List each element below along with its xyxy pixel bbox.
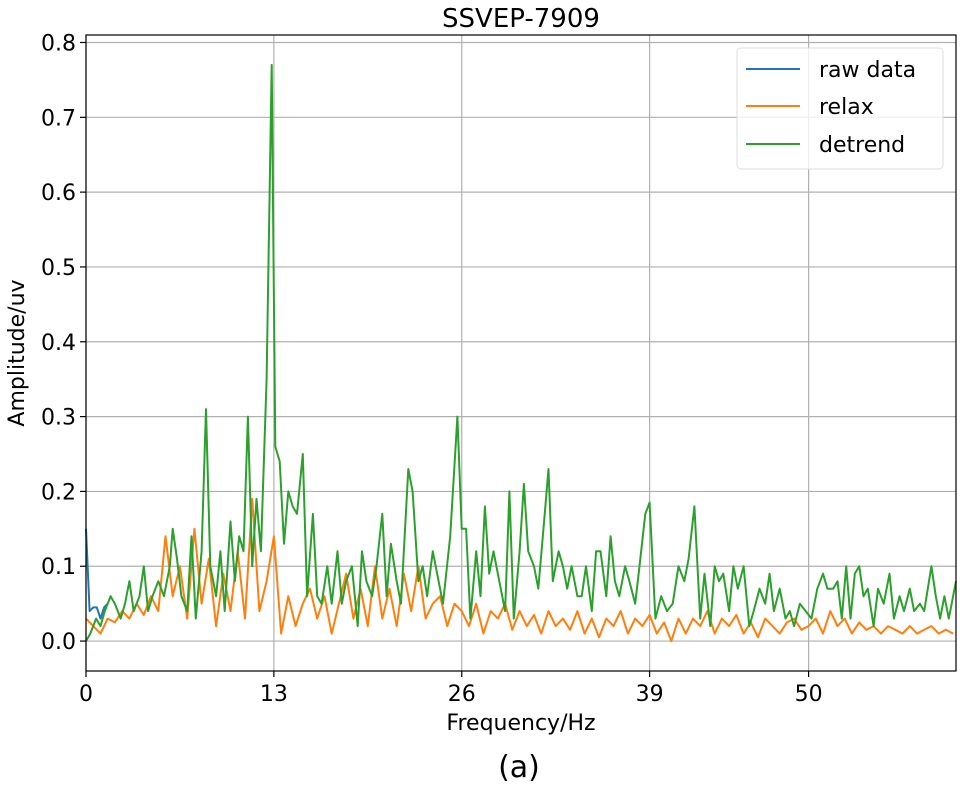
plot-frame [85,34,957,672]
y-tick-label: 0.8 [41,31,76,56]
legend-label-detrend: detrend [819,133,905,158]
y-tick-label: 0.1 [41,555,76,580]
y-tick-label: 0.7 [41,106,76,131]
y-tick-label: 0.3 [41,406,76,431]
y-tick-label: 0.6 [41,181,76,206]
series-line-relax [85,497,954,643]
y-axis-label: Amplitude/uv [5,279,30,426]
y-tick-label: 0.4 [41,331,76,356]
x-tick-label: 0 [79,682,93,707]
x-tick-label: 39 [636,682,664,707]
y-tick-label: 0.2 [41,480,76,505]
x-tick-label: 13 [260,682,288,707]
series-line-detrend [85,63,957,642]
ticks: 0 13 26 39 50 0.0 0.1 0.2 0.3 0.4 0.5 0.6 0.7 0.8 [41,31,823,707]
series-group [85,63,957,643]
legend-box [736,47,944,170]
x-tick-label: 50 [795,682,823,707]
x-tick-label: 26 [448,682,476,707]
y-tick-label: 0.5 [41,256,76,281]
figure-caption: (a) [498,750,540,785]
x-axis-label: Frequency/Hz [446,711,595,736]
chart-title: SSVEP-7909 [442,4,600,34]
series-line-raw-data [85,528,109,620]
legend: raw data relax detrend [736,47,944,170]
legend-label-relax: relax [819,95,874,120]
y-tick-label: 0.0 [41,630,76,655]
legend-label-raw-data: raw data [819,58,916,83]
